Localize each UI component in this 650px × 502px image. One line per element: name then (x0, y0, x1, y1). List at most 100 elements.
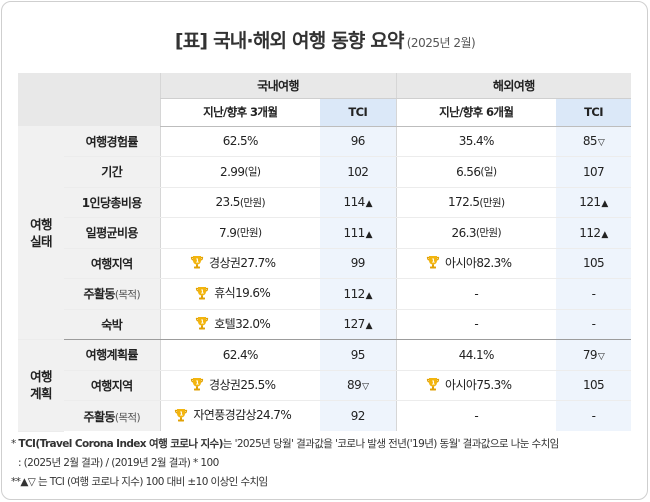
d-value: 62.5% (159, 126, 320, 157)
footnote-2: : (2025년 2월 결과) / (2019년 2월 결과) * 100 (18, 457, 219, 469)
svg-text:1: 1 (201, 289, 205, 295)
d-value: 7.9 (만원) (159, 217, 320, 249)
o-value: 26.3 (만원) (395, 217, 557, 249)
tci-value: - (591, 286, 596, 301)
o-tci: 85▽ (556, 126, 632, 157)
summary-table: 국내여행 해외여행 지난/향후 3개월 TCI 지난/향후 6개월 TCI 여행… (18, 73, 632, 432)
trophy-icon: 1 (189, 376, 205, 392)
tci-value: 102 (347, 164, 369, 179)
value-unit: (만원) (236, 227, 262, 240)
row-label-sub: (목적) (114, 411, 141, 424)
d-tci: 102 (320, 156, 397, 188)
tci-value: 111 (343, 225, 366, 240)
o-tci: - (556, 309, 632, 340)
trophy-icon: 1 (194, 285, 210, 301)
tci-value: 105 (582, 256, 605, 271)
table-row: 여행 계획 여행계획률 62.4% 95 44.1% 79▽ (18, 339, 632, 432)
value-unit: (일) (480, 166, 497, 179)
tci-value: 114 (343, 195, 366, 210)
o-tci: 107 (556, 156, 632, 188)
table-row: 기간 2.99 (일) 102 6.56 (일) 107 (18, 156, 632, 188)
category-plan: 여행 계획 (18, 339, 64, 432)
tci-value: 99 (350, 256, 366, 271)
value-unit: (일) (244, 166, 261, 179)
row-label: 기간 (64, 156, 160, 188)
trophy-icon: 1 (425, 376, 441, 392)
page-title: [표] 국내·해외 여행 동향 요약 (174, 30, 405, 52)
o-tci: 121▲ (556, 187, 632, 218)
o-tci: 105 (556, 248, 632, 279)
trophy-icon: 1 (425, 254, 441, 270)
value-text: 62.5% (222, 134, 259, 149)
row-label-text: 숙박 (101, 317, 123, 332)
header-corner (18, 73, 160, 126)
value-text: 경상권25.5% (209, 377, 276, 392)
row-label-text: 1인당총비용 (81, 195, 143, 210)
table-row: 주활동(목적) 1 자연풍경감상24.7% 92 - - (18, 400, 632, 431)
row-label-text: 여행계획률 (85, 348, 139, 363)
tci-arrow: ▽ (597, 138, 605, 149)
table-row: 여행 실태 여행경험률 62.5% 96 35.4% 85▽ (18, 126, 632, 340)
tci-value: 85 (582, 134, 598, 149)
tci-arrow: ▲ (365, 229, 373, 240)
d-tci: 112▲ (320, 278, 397, 310)
o-value: 6.56 (일) (395, 156, 557, 188)
value-unit: (만원) (475, 227, 502, 240)
o-value: - (395, 278, 557, 310)
d-value: 1 휴식19.6% (159, 278, 320, 310)
table-row: 여행지역 1 경상권27.7% 99 1 아시아82.3% 105 (18, 248, 632, 279)
row-label-text: 주활동 (83, 409, 116, 424)
o-value: 1 아시아75.3% (395, 370, 557, 401)
row-label: 여행지역 (64, 370, 160, 401)
header-domestic-tci: TCI (320, 98, 397, 127)
tci-value: 89 (347, 378, 362, 393)
d-tci: 96 (320, 126, 397, 157)
o-value: 1 아시아82.3% (395, 248, 557, 279)
o-tci: - (556, 400, 632, 431)
tci-value: - (591, 409, 596, 423)
d-value: 1 자연풍경감상24.7% (159, 400, 320, 431)
o-value: - (395, 309, 557, 340)
value-text: 자연풍경감상24.7% (193, 408, 292, 423)
o-tci: 105 (556, 370, 632, 401)
d-tci: 89▽ (320, 370, 397, 401)
d-tci: 114▲ (320, 187, 397, 218)
row-label: 여행계획률 (64, 339, 160, 371)
footnote-3: **▲▽ 는 TCI (여행 코로나 지수) 100 대비 ±10 이상인 수치… (11, 476, 268, 488)
table-row: 여행지역 1 경상권25.5% 89▽ 1 아시아75.3% 105 (18, 370, 632, 401)
tci-value: 96 (350, 134, 366, 149)
value-text: 23.5 (215, 195, 241, 210)
tci-value: - (591, 317, 596, 332)
d-tci: 111▲ (320, 217, 397, 249)
o-value: 172.5 (만원) (395, 187, 557, 218)
page-subtitle: (2025년 2월) (406, 36, 476, 50)
category-actual: 여행 실태 (18, 126, 64, 340)
value-text: 아시아75.3% (445, 377, 512, 392)
d-value: 2.99 (일) (159, 156, 320, 188)
value-text: 7.9 (219, 225, 237, 240)
row-label: 일평균비용 (64, 217, 160, 249)
title-block: [표] 국내·해외 여행 동향 요약 (2025년 2월) (0, 26, 650, 53)
header-overseas-tci: TCI (556, 98, 632, 127)
d-value: 1 경상권27.7% (159, 248, 320, 279)
table-row: 주활동(목적) 1 휴식19.6% 112▲ - - (18, 278, 632, 310)
tci-value: 121 (579, 195, 601, 210)
value-text: 호텔32.0% (214, 316, 271, 331)
row-label-sub: (목적) (114, 289, 141, 302)
value-text: 26.3 (451, 225, 477, 240)
row-label: 숙박 (64, 309, 160, 340)
value-unit: (만원) (479, 196, 505, 209)
value-text: 경상권27.7% (209, 255, 276, 270)
value-text: 172.5 (448, 195, 480, 210)
o-value: 44.1% (395, 339, 557, 371)
row-label: 주활동(목적) (64, 400, 160, 431)
row-label: 주활동(목적) (64, 278, 160, 310)
svg-text:1: 1 (201, 319, 205, 325)
row-label-text: 여행지역 (90, 378, 133, 393)
value-text: 35.4% (458, 134, 495, 149)
d-tci: 95 (320, 339, 397, 371)
o-value: 35.4% (395, 126, 557, 157)
tci-value: 79 (582, 347, 598, 362)
value-text: - (474, 317, 479, 332)
svg-text:1: 1 (431, 380, 435, 386)
